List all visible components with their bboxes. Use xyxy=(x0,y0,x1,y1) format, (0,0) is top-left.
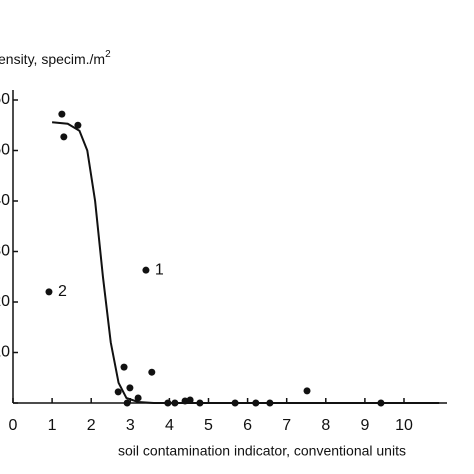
y-axis-label: ensity, specim./m2 xyxy=(0,49,111,67)
point xyxy=(134,394,142,402)
point xyxy=(148,368,156,376)
y-tick-label: 40 xyxy=(0,192,10,209)
point xyxy=(303,387,311,395)
point xyxy=(120,363,128,371)
annotation: 1 xyxy=(155,261,164,278)
point xyxy=(196,399,204,407)
point xyxy=(171,399,179,407)
point xyxy=(58,110,66,118)
fit-curve xyxy=(52,121,440,404)
point xyxy=(126,384,134,392)
x-tick-label: 8 xyxy=(321,417,330,434)
annotation: 2 xyxy=(58,283,67,300)
x-tick-label: 0 xyxy=(9,417,18,434)
x-tick-label: 5 xyxy=(204,417,213,434)
point xyxy=(164,399,172,407)
point xyxy=(45,288,53,296)
x-tick-label: 2 xyxy=(87,417,96,434)
x-axis-label: soil contamination indicator, convention… xyxy=(118,443,406,459)
y-tick-label: 60 xyxy=(0,91,10,108)
x-tick-label: 1 xyxy=(48,417,57,434)
x-tick-label: 6 xyxy=(243,417,252,434)
point xyxy=(114,388,122,396)
y-tick-label: 50 xyxy=(0,142,10,159)
point xyxy=(252,399,260,407)
point xyxy=(377,399,385,407)
point xyxy=(74,121,82,129)
y-tick-label: 30 xyxy=(0,243,10,260)
x-tick-label: 10 xyxy=(395,417,413,434)
point xyxy=(231,399,239,407)
x-tick-label: 7 xyxy=(282,417,291,434)
point xyxy=(186,396,194,404)
y-tick-label: 20 xyxy=(0,293,10,310)
x-tick-label: 9 xyxy=(360,417,369,434)
x-tick-label: 4 xyxy=(165,417,174,434)
point xyxy=(142,266,150,274)
point xyxy=(60,133,68,141)
point xyxy=(266,399,274,407)
x-tick-label: 3 xyxy=(126,417,135,434)
y-tick-label: 10 xyxy=(0,344,10,361)
point xyxy=(123,399,131,407)
